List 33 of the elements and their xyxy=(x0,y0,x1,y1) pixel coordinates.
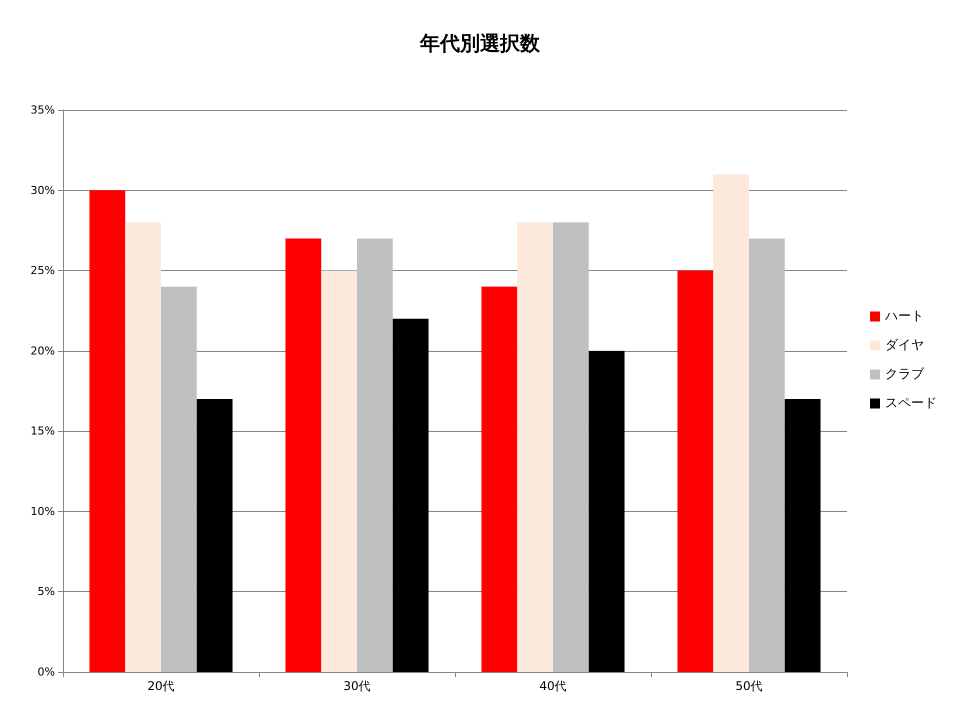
bar xyxy=(481,286,518,672)
bar xyxy=(749,238,785,672)
bar xyxy=(357,238,393,672)
y-tick-label: 15% xyxy=(30,424,55,438)
bar xyxy=(125,222,161,672)
bar xyxy=(588,350,625,672)
y-tick-label: 10% xyxy=(30,504,55,518)
x-tick-label: 20代 xyxy=(147,679,175,693)
legend-label: クラブ xyxy=(885,367,925,382)
bar xyxy=(713,174,749,672)
x-tick-label: 40代 xyxy=(539,679,567,693)
x-tick-label: 50代 xyxy=(735,679,763,693)
chart-title: 年代別選択数 xyxy=(419,31,541,55)
y-tick-label: 0% xyxy=(38,666,55,678)
bar xyxy=(553,222,589,672)
bar xyxy=(784,399,821,672)
bar xyxy=(321,270,357,672)
bar xyxy=(517,222,553,672)
bar xyxy=(677,270,714,672)
bar xyxy=(196,399,233,672)
y-tick-label: 25% xyxy=(30,264,55,278)
bar xyxy=(392,318,429,672)
bar xyxy=(161,286,197,672)
legend-label: ハート xyxy=(884,309,924,324)
y-tick-label: 20% xyxy=(30,344,55,358)
bar xyxy=(285,238,322,672)
y-tick-label: 35% xyxy=(30,104,55,116)
y-tick-label: 5% xyxy=(38,585,55,598)
bar xyxy=(89,190,126,672)
x-tick-label: 30代 xyxy=(343,679,371,693)
y-tick-label: 30% xyxy=(30,184,55,197)
legend-label: スペード xyxy=(885,396,937,411)
legend-label: ダイヤ xyxy=(885,338,924,353)
